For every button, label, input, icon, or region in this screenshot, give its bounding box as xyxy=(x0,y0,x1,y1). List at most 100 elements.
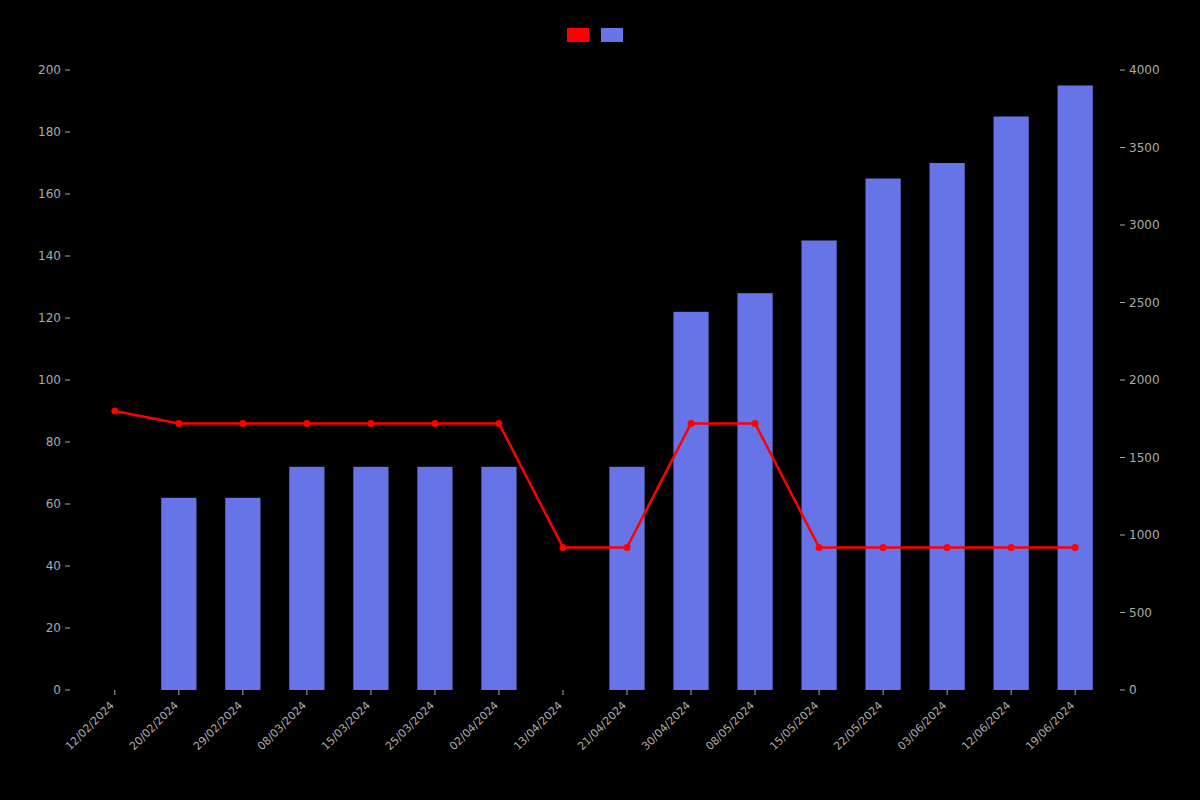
y-tick xyxy=(65,256,70,257)
y-tick xyxy=(65,194,70,195)
y2-tick-label: 3000 xyxy=(1129,218,1160,232)
y2-tick xyxy=(1120,612,1125,613)
x-tick xyxy=(434,690,435,695)
line-marker xyxy=(880,544,887,551)
legend-swatch xyxy=(567,28,589,42)
y2-tick xyxy=(1120,147,1125,148)
line-marker xyxy=(175,420,182,427)
y2-tick xyxy=(1120,302,1125,303)
x-tick xyxy=(883,690,884,695)
legend-swatch xyxy=(601,28,623,42)
y-tick-label: 120 xyxy=(38,311,61,325)
y2-tick-label: 0 xyxy=(1129,683,1137,697)
bar xyxy=(161,498,196,690)
x-tick-label: 19/06/2024 xyxy=(1023,699,1077,753)
bar xyxy=(225,498,260,690)
line-marker xyxy=(816,544,823,551)
x-tick-label: 20/02/2024 xyxy=(127,699,181,753)
x-tick xyxy=(370,690,371,695)
bar xyxy=(97,690,132,691)
x-tick-label: 15/03/2024 xyxy=(319,699,373,753)
y-tick xyxy=(65,442,70,443)
y2-tick xyxy=(1120,380,1125,381)
bar xyxy=(609,467,644,690)
x-tick xyxy=(242,690,243,695)
line-marker xyxy=(1072,544,1079,551)
x-tick xyxy=(627,690,628,695)
y-tick-label: 60 xyxy=(46,497,61,511)
chart-container: 0 20 40 60 80 100 120 140 160 180 2000 500 1000 1500 2… xyxy=(0,0,1200,800)
bar xyxy=(866,179,901,691)
x-tick xyxy=(1011,690,1012,695)
line-marker xyxy=(367,420,374,427)
x-tick-label: 13/04/2024 xyxy=(511,699,565,753)
y2-tick xyxy=(1120,457,1125,458)
bar xyxy=(673,312,708,690)
x-tick xyxy=(755,690,756,695)
y-tick-label: 20 xyxy=(46,621,61,635)
bar xyxy=(353,467,388,690)
y2-tick xyxy=(1120,535,1125,536)
x-tick xyxy=(498,690,499,695)
x-tick-label: 29/02/2024 xyxy=(191,699,245,753)
chart-svg: 0 20 40 60 80 100 120 140 160 180 2000 500 1000 1500 2… xyxy=(0,0,1200,800)
bar xyxy=(737,293,772,690)
y-tick-label: 0 xyxy=(53,683,61,697)
y-tick xyxy=(65,690,70,691)
x-tick xyxy=(114,690,115,695)
bar xyxy=(289,467,324,690)
y2-tick-label: 2000 xyxy=(1129,373,1160,387)
x-tick-label: 21/04/2024 xyxy=(575,699,629,753)
y2-tick xyxy=(1120,70,1125,71)
y-tick-label: 40 xyxy=(46,559,61,573)
line-marker xyxy=(624,544,631,551)
y-tick-label: 100 xyxy=(38,373,61,387)
x-tick-label: 25/03/2024 xyxy=(383,699,437,753)
y2-tick-label: 1500 xyxy=(1129,451,1160,465)
line-marker xyxy=(303,420,310,427)
x-tick xyxy=(562,690,563,695)
line-marker xyxy=(1008,544,1015,551)
line-marker xyxy=(752,420,759,427)
y2-tick-label: 3500 xyxy=(1129,141,1160,155)
y2-tick-label: 2500 xyxy=(1129,296,1160,310)
bar xyxy=(930,163,965,690)
line-marker xyxy=(111,408,118,415)
bar xyxy=(1058,86,1093,691)
line-marker xyxy=(688,420,695,427)
y-tick xyxy=(65,132,70,133)
x-tick-label: 08/03/2024 xyxy=(255,699,309,753)
x-tick-label: 30/04/2024 xyxy=(639,699,693,753)
x-tick xyxy=(691,690,692,695)
line-marker xyxy=(239,420,246,427)
x-tick xyxy=(306,690,307,695)
bar xyxy=(481,467,516,690)
y-tick-label: 180 xyxy=(38,125,61,139)
bar xyxy=(994,117,1029,691)
y-tick-label: 140 xyxy=(38,249,61,263)
y-tick-label: 160 xyxy=(38,187,61,201)
y2-tick xyxy=(1120,225,1125,226)
line xyxy=(115,411,1075,547)
y2-tick-label: 1000 xyxy=(1129,528,1160,542)
x-tick xyxy=(178,690,179,695)
x-tick-label: 22/05/2024 xyxy=(831,699,885,753)
background xyxy=(0,0,1200,800)
y-tick xyxy=(65,504,70,505)
legend xyxy=(567,28,623,42)
line-marker xyxy=(944,544,951,551)
y-tick-label: 80 xyxy=(46,435,61,449)
bar xyxy=(417,467,452,690)
y-tick xyxy=(65,380,70,381)
y-tick xyxy=(65,566,70,567)
x-tick-label: 03/06/2024 xyxy=(895,699,949,753)
line-marker xyxy=(431,420,438,427)
line-marker xyxy=(559,544,566,551)
y2-tick-label: 4000 xyxy=(1129,63,1160,77)
x-tick-label: 12/06/2024 xyxy=(959,699,1013,753)
y2-tick-label: 500 xyxy=(1129,606,1152,620)
bar xyxy=(545,690,580,691)
plot-area xyxy=(111,86,1092,691)
x-tick-label: 15/05/2024 xyxy=(767,699,821,753)
line-marker xyxy=(495,420,502,427)
